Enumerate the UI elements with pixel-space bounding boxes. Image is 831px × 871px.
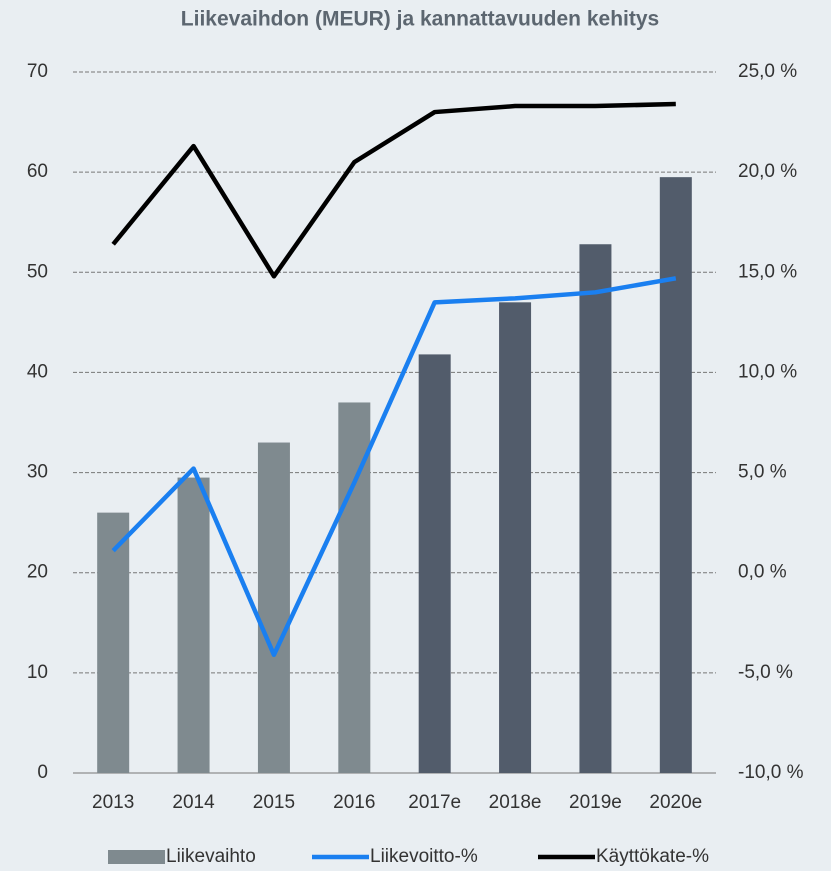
line-series xyxy=(111,101,676,279)
x-tick-label: 2015 xyxy=(253,792,295,813)
y-tick-label: 40 xyxy=(27,361,48,382)
x-tick-label: 2017e xyxy=(408,792,461,813)
legend-label: Liikevaihto xyxy=(166,846,256,867)
chart-title: Liikevaihdon (MEUR) ja kannattavuuden ke… xyxy=(181,8,659,31)
x-tick-label: 2019e xyxy=(569,792,622,813)
y-tick-label: 0 xyxy=(37,762,48,783)
x-tick-label: 2013 xyxy=(92,792,134,813)
y-tick-label: 30 xyxy=(27,462,48,483)
line-series xyxy=(111,276,677,658)
x-tick-label: 2020e xyxy=(649,792,702,813)
y2-tick-label: -5,0 % xyxy=(738,662,793,683)
bar xyxy=(499,302,532,773)
y2-tick-label: -10,0 % xyxy=(738,762,804,783)
bar xyxy=(579,244,612,773)
y-tick-label: 60 xyxy=(27,161,48,182)
legend-swatch xyxy=(108,850,165,864)
y2-tick-label: 20,0 % xyxy=(738,161,797,182)
y-tick-label: 10 xyxy=(27,662,48,683)
y-tick-label: 20 xyxy=(27,562,48,583)
bar xyxy=(97,512,130,773)
y2-tick-label: 25,0 % xyxy=(738,61,797,82)
legend-label: Käyttökate-% xyxy=(596,846,709,867)
y2-tick-label: 5,0 % xyxy=(738,462,787,483)
bar xyxy=(418,354,451,773)
y2-tick-label: 0,0 % xyxy=(738,562,787,583)
x-tick-label: 2016 xyxy=(333,792,375,813)
bar xyxy=(659,177,692,773)
x-tick-label: 2014 xyxy=(172,792,215,813)
y-tick-label: 70 xyxy=(27,61,48,82)
bar xyxy=(177,477,210,773)
bar xyxy=(257,442,290,773)
legend-label: Liikevoitto-% xyxy=(370,846,478,867)
y2-tick-label: 10,0 % xyxy=(738,361,797,382)
y2-tick-label: 15,0 % xyxy=(738,261,797,282)
y-tick-label: 50 xyxy=(27,261,48,282)
x-tick-label: 2018e xyxy=(489,792,542,813)
bar xyxy=(338,402,371,773)
